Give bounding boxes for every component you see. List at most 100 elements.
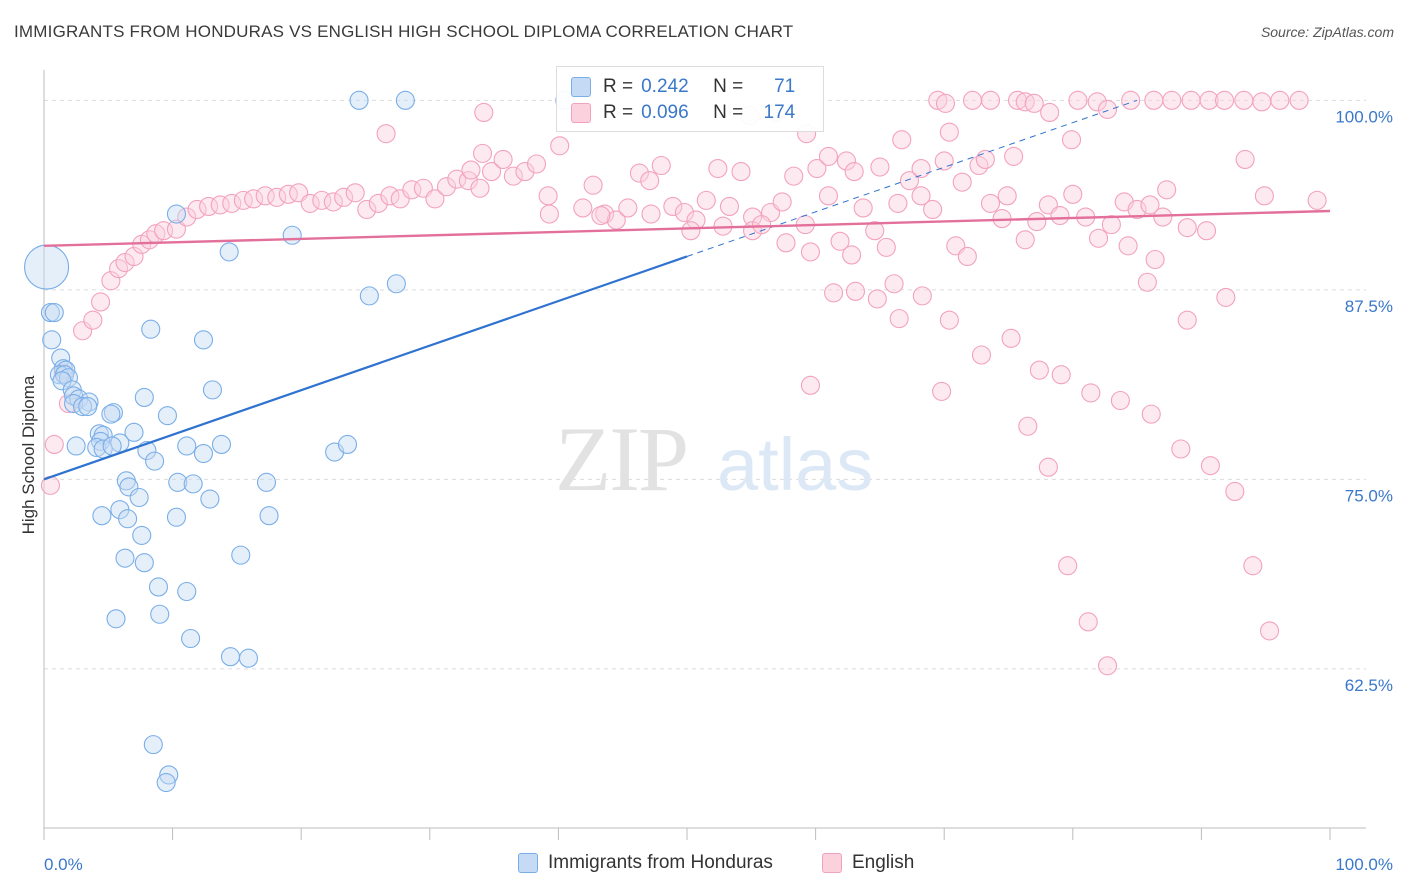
english-point bbox=[1141, 404, 1161, 424]
english-point bbox=[470, 178, 490, 198]
watermark-atlas: atlas bbox=[717, 423, 873, 506]
honduras-point bbox=[141, 319, 161, 339]
english-point bbox=[618, 198, 638, 218]
x-tick-label: 100.0% bbox=[1335, 855, 1393, 874]
english-point bbox=[376, 124, 396, 144]
legend-item-honduras[interactable]: Immigrants from Honduras bbox=[518, 852, 773, 874]
english-point bbox=[867, 289, 887, 309]
english-point bbox=[1252, 92, 1272, 112]
y-axis-label: High School Diploma bbox=[19, 375, 38, 534]
honduras-point bbox=[193, 330, 214, 350]
english-point bbox=[1063, 184, 1083, 204]
english-trend-line bbox=[43, 209, 1331, 248]
english-point bbox=[1078, 612, 1098, 632]
legend-item-english[interactable]: English bbox=[822, 852, 914, 874]
english-point bbox=[1061, 130, 1082, 150]
legend-swatch-honduras bbox=[518, 853, 538, 873]
english-point bbox=[997, 186, 1017, 206]
english-point bbox=[865, 221, 885, 241]
english-point bbox=[681, 221, 701, 241]
english-point bbox=[752, 215, 772, 235]
english-point bbox=[1153, 207, 1173, 227]
y-tick-label: 87.5% bbox=[1345, 297, 1393, 316]
honduras-point bbox=[118, 509, 138, 529]
english-point bbox=[1058, 556, 1078, 576]
english-point bbox=[550, 136, 570, 156]
english-point bbox=[1216, 287, 1236, 307]
stats-n-label: N = bbox=[713, 76, 744, 97]
legend-swatch-english bbox=[822, 853, 842, 873]
english-point bbox=[481, 162, 502, 182]
english-point bbox=[436, 177, 457, 197]
english-point bbox=[892, 130, 912, 150]
stats-r-value: 0.096 bbox=[641, 102, 689, 123]
english-point bbox=[640, 171, 660, 191]
stats-r-label: R = bbox=[603, 102, 634, 123]
english-point bbox=[629, 163, 649, 183]
english-point bbox=[526, 154, 547, 174]
english-point bbox=[911, 158, 931, 179]
honduras-point bbox=[219, 242, 239, 262]
english-point bbox=[539, 204, 559, 224]
english-point bbox=[807, 158, 827, 179]
english-point bbox=[853, 198, 873, 218]
y-tick-label: 100.0% bbox=[1335, 107, 1393, 126]
honduras-point bbox=[220, 647, 241, 667]
english-point bbox=[784, 166, 804, 186]
english-point bbox=[1038, 457, 1058, 477]
honduras-point bbox=[181, 628, 201, 649]
y-tick-labels: 62.5% 75.0% 87.5% 100.0% bbox=[1335, 107, 1393, 695]
english-point bbox=[980, 193, 1001, 213]
english-point bbox=[1068, 90, 1088, 110]
honduras-points bbox=[24, 90, 575, 793]
honduras-point bbox=[143, 735, 163, 755]
english-point bbox=[923, 199, 943, 220]
english-point bbox=[1157, 180, 1177, 200]
english-point bbox=[357, 199, 377, 220]
english-point bbox=[836, 151, 857, 171]
honduras-point bbox=[177, 581, 197, 602]
honduras-point bbox=[211, 434, 232, 455]
watermark: ZIP atlas bbox=[555, 408, 873, 510]
english-point bbox=[1177, 310, 1197, 330]
honduras-point bbox=[148, 577, 169, 597]
english-point bbox=[124, 246, 144, 267]
english-point bbox=[1050, 205, 1070, 226]
english-point bbox=[1235, 149, 1255, 169]
english-point bbox=[300, 193, 320, 213]
english-point bbox=[1087, 92, 1107, 112]
english-point bbox=[899, 171, 920, 191]
english-point bbox=[368, 193, 388, 213]
english-point bbox=[842, 245, 862, 265]
english-point bbox=[1127, 199, 1147, 220]
honduras-point bbox=[102, 436, 122, 456]
english-point bbox=[1234, 90, 1254, 110]
english-point bbox=[222, 193, 242, 213]
x-tick-label: 0.0% bbox=[44, 855, 83, 874]
honduras-point bbox=[259, 506, 279, 526]
honduras-point bbox=[168, 472, 188, 492]
english-point bbox=[1137, 272, 1157, 292]
english-point bbox=[1181, 90, 1201, 110]
honduras-point bbox=[119, 477, 139, 497]
honduras-point bbox=[44, 303, 64, 323]
honduras-point bbox=[115, 548, 135, 568]
english-point bbox=[818, 146, 839, 166]
english-point bbox=[461, 160, 481, 180]
english-point bbox=[73, 321, 93, 341]
english-point bbox=[474, 102, 494, 122]
honduras-point bbox=[386, 274, 406, 294]
english-point bbox=[939, 310, 959, 330]
honduras-point bbox=[129, 487, 149, 508]
english-point bbox=[674, 202, 694, 223]
english-point bbox=[1225, 481, 1245, 501]
english-point bbox=[1260, 621, 1280, 641]
english-point bbox=[493, 149, 513, 169]
honduras-point bbox=[359, 286, 379, 306]
english-point bbox=[538, 186, 558, 206]
honduras-point bbox=[101, 404, 121, 424]
english-point bbox=[1007, 90, 1028, 110]
english-point bbox=[1254, 186, 1274, 206]
stats-n-value: 71 bbox=[774, 76, 796, 97]
english-point bbox=[101, 271, 121, 291]
